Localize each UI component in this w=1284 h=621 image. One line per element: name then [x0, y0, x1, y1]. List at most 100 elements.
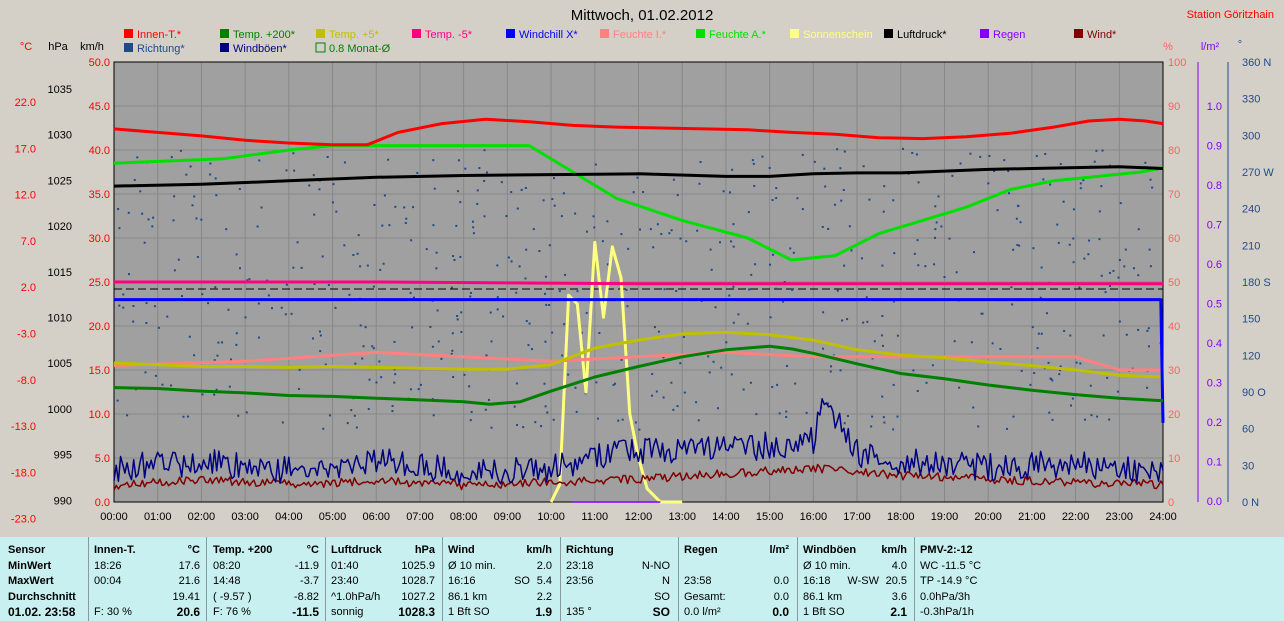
direction-point	[217, 341, 220, 344]
direction-point	[791, 288, 794, 291]
direction-point	[551, 198, 554, 201]
direction-point	[153, 305, 156, 308]
stats-dir: W-SW	[847, 575, 879, 587]
direction-point	[496, 296, 499, 299]
tick-label-time: 13:00	[668, 511, 696, 523]
tick-label-rain: 0.7	[1207, 220, 1222, 232]
direction-point	[652, 246, 655, 249]
direction-point	[632, 191, 635, 194]
direction-point	[411, 326, 414, 329]
direction-point	[1108, 418, 1111, 421]
direction-point	[505, 215, 508, 218]
direction-point	[285, 169, 288, 172]
stats-current: -11.5	[292, 605, 319, 619]
direction-point	[207, 302, 210, 305]
legend-label: Sonnenschein	[803, 29, 873, 41]
direction-point	[545, 303, 548, 306]
direction-point	[698, 182, 701, 185]
direction-point	[355, 426, 358, 429]
direction-point	[319, 350, 322, 353]
tick-label-wind: 40.0	[89, 145, 110, 157]
direction-point	[364, 326, 367, 329]
direction-point	[824, 185, 827, 188]
direction-point	[524, 186, 527, 189]
axis-unit-kmh: km/h	[80, 41, 104, 53]
tick-label-humidity: 40	[1168, 321, 1180, 333]
direction-point	[311, 337, 314, 340]
direction-point	[381, 224, 384, 227]
direction-point	[387, 158, 390, 161]
legend-swatch	[1074, 29, 1083, 38]
direction-point	[1100, 274, 1103, 277]
direction-point	[822, 311, 825, 314]
stats-time: 16:16	[448, 575, 476, 587]
direction-point	[1147, 327, 1150, 330]
direction-point	[775, 287, 778, 290]
direction-point	[298, 368, 301, 371]
direction-point	[173, 269, 176, 272]
direction-point	[719, 241, 722, 244]
legend-label: Wind*	[1087, 29, 1117, 41]
direction-point	[958, 386, 961, 389]
direction-point	[931, 364, 934, 367]
stats-value: 17.6	[178, 559, 200, 572]
direction-point	[485, 171, 488, 174]
direction-point	[639, 228, 642, 231]
direction-point	[925, 381, 928, 384]
tick-label-temp: -23.0	[11, 514, 36, 526]
stats-note: 1 Bft SO	[448, 606, 490, 618]
direction-point	[193, 354, 196, 357]
legend-swatch	[884, 29, 893, 38]
direction-point	[432, 414, 435, 417]
stats-date: 01.02. 23:58	[8, 605, 76, 619]
direction-point	[297, 387, 300, 390]
direction-point	[1149, 265, 1152, 268]
stats-note: Ø 10 min.	[448, 559, 496, 572]
direction-point	[540, 425, 543, 428]
direction-point	[979, 155, 982, 158]
direction-point	[527, 344, 530, 347]
direction-point	[352, 254, 355, 257]
stats-current: 2.1	[890, 605, 907, 619]
direction-point	[284, 313, 287, 316]
tick-label-wind: 25.0	[89, 277, 110, 289]
stats-time: 18:26	[94, 559, 122, 572]
direction-point	[378, 360, 381, 363]
direction-point	[948, 237, 951, 240]
direction-point	[728, 191, 731, 194]
direction-point	[1124, 248, 1127, 251]
direction-point	[292, 152, 295, 155]
direction-point	[786, 364, 789, 367]
stats-current: 20.6	[176, 605, 200, 619]
direction-point	[785, 415, 788, 418]
direction-point	[548, 304, 551, 307]
direction-point	[1003, 159, 1006, 162]
direction-point	[348, 293, 351, 296]
tick-label-humidity: 60	[1168, 233, 1180, 245]
tick-label-wind: 30.0	[89, 233, 110, 245]
direction-point	[144, 371, 147, 374]
tick-label-temp: 2.0	[21, 282, 36, 294]
station-name: Station Göritzhain	[1187, 9, 1274, 21]
direction-point	[1079, 362, 1082, 365]
legend-label: Richtung*	[137, 43, 185, 55]
direction-point	[896, 334, 899, 337]
direction-point	[732, 245, 735, 248]
series-lines	[113, 117, 1165, 504]
direction-point	[1093, 160, 1096, 163]
direction-point	[496, 264, 499, 267]
direction-point	[469, 291, 472, 294]
stats-note: 0.0 l/m²	[684, 606, 721, 618]
tick-label-humidity: 100	[1168, 57, 1186, 69]
direction-point	[455, 224, 458, 227]
tick-label-temp: 17.0	[15, 143, 36, 155]
direction-point	[515, 382, 518, 385]
direction-point	[714, 306, 717, 309]
direction-point	[751, 159, 754, 162]
tick-label-direction: 360 N	[1242, 57, 1271, 69]
direction-point	[873, 340, 876, 343]
tick-label-pressure: 1030	[48, 130, 72, 142]
stats-unit: l/m²	[769, 544, 789, 556]
direction-point	[548, 244, 551, 247]
direction-point	[970, 341, 973, 344]
